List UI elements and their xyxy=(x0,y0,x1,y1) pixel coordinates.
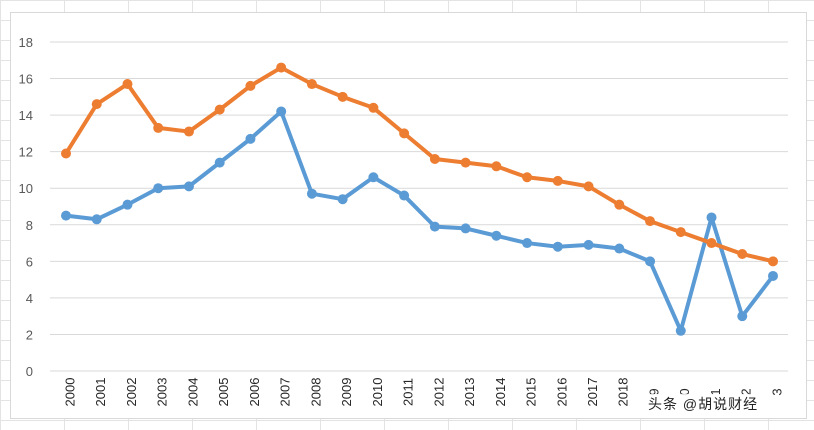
y-tick-label-14: 14 xyxy=(19,108,33,123)
series-1-point-2018 xyxy=(614,243,625,254)
series-1-point-2019 xyxy=(645,256,656,267)
series-2-point-2000 xyxy=(61,148,71,159)
x-tick-label-2017: 2017 xyxy=(585,378,600,407)
series-2-point-2004 xyxy=(183,126,194,137)
series-2-point-2015 xyxy=(522,172,533,183)
y-tick-label-16: 16 xyxy=(19,72,33,87)
x-tick-label-2003: 2003 xyxy=(155,378,170,407)
x-tick-label-2007: 2007 xyxy=(278,378,293,407)
series-2-point-2018 xyxy=(614,199,625,210)
series-1-point-2008 xyxy=(306,188,317,199)
series-2-point-2020 xyxy=(675,227,686,238)
x-tick-label-2006: 2006 xyxy=(247,378,262,407)
x-tick-label-2016: 2016 xyxy=(554,378,569,407)
series-2-point-2009 xyxy=(337,91,348,102)
x-tick-label-2018: 2018 xyxy=(616,378,631,407)
y-tick-label-2: 2 xyxy=(26,327,33,342)
series-2-point-2022 xyxy=(737,249,748,260)
series-1-point-2015 xyxy=(522,238,533,249)
series-1-point-2007 xyxy=(276,106,287,117)
series-2-point-2023 xyxy=(768,256,778,267)
x-tick-label-2011: 2011 xyxy=(401,378,416,406)
x-tick-label-2010: 2010 xyxy=(370,378,385,407)
series-1-point-2022 xyxy=(737,311,748,322)
series-2-point-2010 xyxy=(368,102,379,113)
series-1-point-2006 xyxy=(245,133,256,144)
series-2-line xyxy=(64,65,775,264)
x-tick-label-2014: 2014 xyxy=(493,378,508,407)
series-1-line xyxy=(64,109,775,333)
series-2-point-2008 xyxy=(306,79,317,90)
x-tick-label-2008: 2008 xyxy=(308,378,323,407)
series-1-point-2004 xyxy=(183,181,194,192)
series-2-point-2014 xyxy=(491,161,502,172)
x-tick-label-2019: 9 xyxy=(646,388,661,395)
series-1-point-2002 xyxy=(122,199,133,210)
y-tick-label-12: 12 xyxy=(19,145,33,160)
series-1-point-2005 xyxy=(214,157,225,168)
y-tick-label-6: 6 xyxy=(26,254,33,269)
series-2-point-2013 xyxy=(460,157,471,168)
y-tick-label-10: 10 xyxy=(19,181,33,196)
x-tick-label-2005: 2005 xyxy=(216,378,231,407)
x-tick-label-2009: 2009 xyxy=(339,378,354,407)
series-1-point-2017 xyxy=(583,239,594,250)
series-2-point-2006 xyxy=(245,80,256,91)
series-1-point-2001 xyxy=(91,214,102,225)
x-tick-label-2001: 2001 xyxy=(93,378,108,407)
y-tick-label-0: 0 xyxy=(26,364,33,379)
series-2-point-2005 xyxy=(214,104,225,115)
series-2-point-2017 xyxy=(583,181,594,192)
x-tick-label-2015: 2015 xyxy=(524,378,539,407)
x-tick-label-2000: 2000 xyxy=(62,378,77,407)
series-1-point-2016 xyxy=(552,241,563,252)
series-2-point-2003 xyxy=(153,122,164,133)
series-1-point-2023 xyxy=(768,270,778,281)
x-tick-label-2012: 2012 xyxy=(431,378,446,407)
y-tick-label-4: 4 xyxy=(26,291,33,306)
x-tick-label-2022: 2 xyxy=(739,388,754,395)
chart-area[interactable] xyxy=(10,12,807,419)
series-2-point-2001 xyxy=(91,99,102,110)
series-1-point-2020 xyxy=(675,325,686,336)
series-2-point-2019 xyxy=(645,216,656,227)
series-1-point-2010 xyxy=(368,172,379,183)
x-tick-label-2013: 2013 xyxy=(462,378,477,407)
series-2-point-2002 xyxy=(122,79,133,90)
series-2-point-2011 xyxy=(399,128,410,139)
x-tick-label-2002: 2002 xyxy=(124,378,139,407)
series-2-point-2007 xyxy=(276,62,287,73)
x-tick-label-2020: 0 xyxy=(677,388,692,395)
series-1-point-2021 xyxy=(706,212,717,223)
series-1-point-2014 xyxy=(491,230,502,241)
x-tick-label-2023: 3 xyxy=(769,388,784,395)
series-2-point-2016 xyxy=(552,175,563,186)
series-1-point-2000 xyxy=(61,210,71,221)
series-1-point-2003 xyxy=(153,183,164,194)
series-1-point-2012 xyxy=(429,221,440,232)
series-2-point-2021 xyxy=(706,238,717,249)
y-tick-label-18: 18 xyxy=(19,35,33,50)
x-tick-label-2021: 1 xyxy=(708,388,723,395)
y-tick-label-8: 8 xyxy=(26,218,33,233)
series-1-point-2011 xyxy=(399,190,410,201)
series-1-point-2013 xyxy=(460,223,471,234)
series-2-point-2012 xyxy=(429,153,440,164)
watermark: 头条 @胡说财经 xyxy=(648,394,759,414)
series-1-point-2009 xyxy=(337,194,348,205)
x-tick-label-2004: 2004 xyxy=(185,378,200,407)
